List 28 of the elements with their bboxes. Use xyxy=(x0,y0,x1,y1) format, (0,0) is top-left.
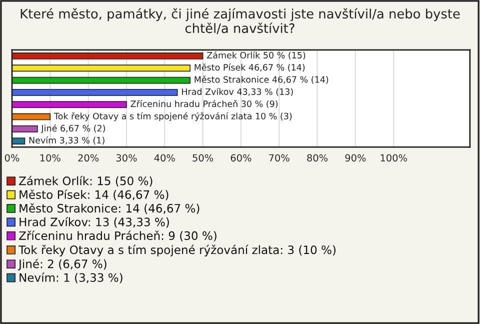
x-tick-label: 60% xyxy=(230,154,252,162)
x-tick-label: 100% xyxy=(380,154,407,162)
x-tick-label: 0% xyxy=(4,154,20,162)
chart-title: Které město, památky, či jiné zajímavosti jste navštívil/a nebo byste chtěl/a navštívit? xyxy=(20,8,460,34)
legend-label: Tok řeky Otavy a s tím spojené rýžování zlata: 3 (10 %) xyxy=(18,244,336,256)
data-label: Hrad Zvíkov 43,33 % (13) xyxy=(182,88,293,96)
legend-label: Město Písek: 14 (46,67 %) xyxy=(20,190,168,200)
data-label: Zříceninu hradu Prácheň 30 % (9) xyxy=(130,100,278,108)
data-label: Jiné 6,67 % (2) xyxy=(40,124,105,134)
x-tick-label: 30% xyxy=(116,154,137,162)
data-label: Zámek Orlík 50 % (15) xyxy=(207,51,306,60)
x-tick-label: 90% xyxy=(345,154,366,162)
x-tick-label: 50% xyxy=(192,154,214,162)
legend-label: Zámek Orlík: 15 (50 %) xyxy=(19,176,152,187)
data-label: Tok řeky Otavy a s tím spojené rýžování zlata 10 % (3) xyxy=(54,112,292,122)
x-tick-label: 40% xyxy=(154,154,175,162)
data-label: Město Strakonice 46,67 % (14) xyxy=(194,76,328,84)
data-label: Město Písek 46,67 % (14) xyxy=(194,64,305,72)
data-label: Nevím 3,33 % (1) xyxy=(29,136,104,145)
x-tick-label: 10% xyxy=(40,154,60,162)
legend-label: Jiné: 2 (6,67 %) xyxy=(18,258,106,270)
legend-label: Zříceninu hradu Prácheň: 9 (30 %) xyxy=(19,230,216,242)
legend-label: Hrad Zvíkov: 13 (43,33 %) xyxy=(20,216,169,228)
x-tick-label: 70% xyxy=(269,154,290,162)
legend-label: Nevím: 1 (3,33 %) xyxy=(20,272,122,284)
x-tick-label: 80% xyxy=(307,154,328,162)
x-tick-label: 20% xyxy=(78,154,99,162)
legend-label: Město Strakonice: 14 (46,67 %) xyxy=(20,203,200,214)
